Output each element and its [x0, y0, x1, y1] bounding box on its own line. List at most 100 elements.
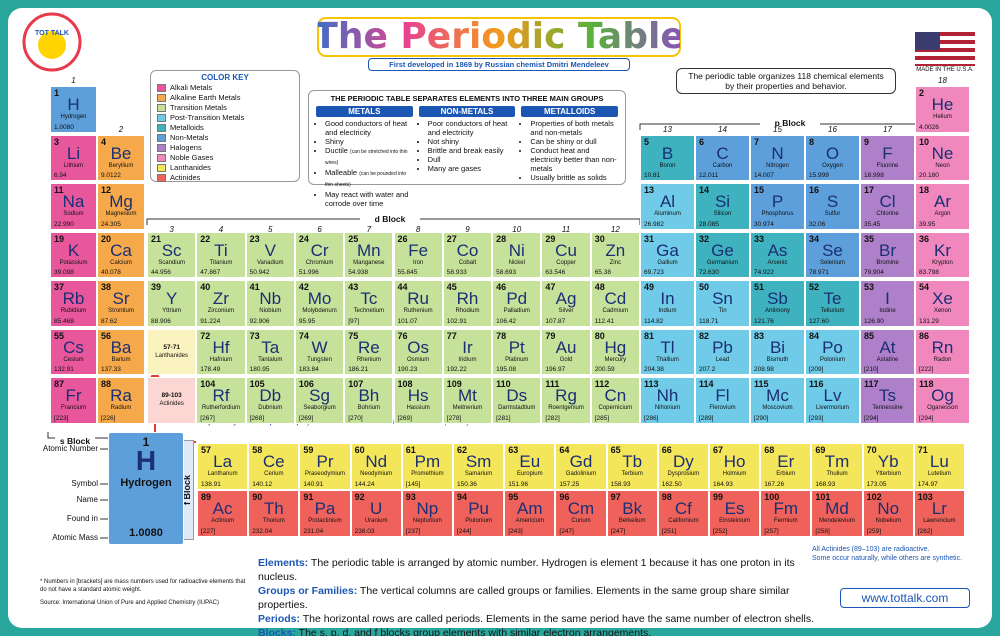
- atomic-number: 34: [809, 233, 820, 244]
- element-symbol: Br: [879, 240, 896, 260]
- atomic-number: 15: [754, 185, 765, 195]
- element-cell: 97 Bk Berkelium [247]: [606, 490, 658, 537]
- atomic-mass: 35.45: [864, 220, 881, 228]
- element-name: Mercury: [604, 356, 627, 363]
- atomic-mass: 87.62: [101, 317, 118, 325]
- element-name: Indium: [658, 308, 677, 314]
- element-name: Fermium: [773, 518, 798, 524]
- element-cell: 39 Y Yttrium 88.906: [147, 280, 197, 327]
- atomic-number: 35: [864, 233, 875, 244]
- atomic-mass: 18.998: [864, 172, 884, 179]
- atomic-mass: 150.36: [457, 480, 477, 488]
- atomic-mass: [257]: [764, 527, 779, 535]
- element-cell: 72 Hf Hafnium 178.49: [196, 328, 246, 375]
- group-item: May react with water and corrode over ti…: [325, 190, 413, 208]
- element-cell: 2 He Helium 4.0026: [915, 86, 970, 133]
- element-symbol: Cm: [567, 499, 595, 518]
- atomic-number: 21: [151, 233, 162, 244]
- atomic-mass: [285]: [594, 414, 610, 422]
- key-swatch: [157, 163, 166, 172]
- atomic-mass: [262]: [917, 527, 933, 535]
- website[interactable]: www.tottalk.com: [840, 588, 970, 608]
- flag-stripe: [915, 36, 975, 40]
- actinide-note-line: Some occur naturally, while others are s…: [812, 555, 963, 562]
- element-name: Neon: [935, 162, 950, 169]
- element-symbol: Be: [110, 143, 132, 163]
- color-key: COLOR KEY Alkali Metals Alkaline Earth Me…: [150, 70, 300, 182]
- element-symbol: Nd: [365, 452, 388, 471]
- atomic-mass: [286]: [644, 414, 659, 422]
- element-cell: 18 Ar Argon 39.95: [915, 183, 970, 230]
- atomic-mass: [237]: [405, 527, 421, 535]
- element-symbol: Y: [165, 289, 178, 308]
- element-symbol: Fl: [715, 386, 730, 405]
- element-name: Zinc: [609, 259, 621, 266]
- element-cell: 59 Pr Praseodymium 140.91: [299, 443, 351, 490]
- atomic-mass: 200.59: [594, 366, 615, 373]
- atomic-mass: 78.971: [809, 269, 829, 276]
- atomic-mass: 138.91: [201, 480, 221, 488]
- element-name: Iridium: [458, 356, 477, 363]
- element-name: Hafnium: [209, 356, 233, 363]
- element-cell: 80 Hg Mercury 200.59: [590, 328, 640, 375]
- atomic-number: 88: [101, 379, 112, 389]
- group-number: 16: [828, 125, 837, 134]
- element-name: Terbium: [621, 471, 643, 477]
- element-name: Tin: [718, 308, 727, 314]
- definition-text: The horizontal rows are called periods. …: [302, 613, 815, 625]
- atomic-number: 53: [864, 282, 875, 292]
- element-cell: 49 In Indium 114.82: [640, 280, 695, 327]
- group-item: Ductile (can be stretched into thin wire…: [325, 146, 413, 168]
- element-symbol: Ac: [212, 499, 233, 518]
- element-cell: 10 Ne Neon 20.180: [915, 134, 970, 181]
- atomic-number: 16: [809, 185, 820, 195]
- atomic-number: 116: [809, 379, 824, 389]
- logo-face: [38, 31, 66, 59]
- atomic-number: 54: [919, 282, 930, 292]
- atomic-number: 73: [249, 330, 260, 341]
- color-key-title: COLOR KEY: [201, 73, 249, 82]
- element-cell: 90 Th Thorium 232.04: [248, 490, 300, 537]
- atomic-mass: 231.04: [303, 527, 324, 535]
- atomic-mass: 195.08: [496, 366, 516, 373]
- element-cell: 114 Fl Flerovium [289]: [695, 377, 750, 424]
- element-name: Niobium: [259, 308, 282, 314]
- element-cell: 61 Pm Promethium [145]: [401, 443, 453, 490]
- group-number: 5: [268, 225, 273, 234]
- atomic-mass: [251]: [661, 527, 677, 535]
- element-symbol: Ra: [110, 386, 132, 405]
- element-name: Cadmium: [602, 308, 629, 314]
- atomic-mass: [267]: [200, 414, 215, 422]
- atomic-number: 74: [298, 330, 309, 341]
- atomic-number: 79: [545, 330, 556, 341]
- element-cell: 17 Cl Chlorine 35.45: [860, 183, 915, 230]
- definition-term: Blocks:: [258, 627, 296, 636]
- element-cell: 112 Cn Copernicium [285]: [590, 377, 640, 424]
- element-name: Nitrogen: [766, 162, 789, 169]
- element-cell: 55 Cs Cesium 132.91: [50, 328, 97, 375]
- flag-stripe: [915, 44, 975, 48]
- element-cell: 15 P Phosphorus 30.974: [750, 183, 805, 230]
- atomic-mass: 192.22: [446, 366, 467, 373]
- element-symbol: Pa: [314, 499, 336, 518]
- definitions: Elements: The periodic table is arranged…: [258, 556, 818, 636]
- atomic-mass: 65.38: [594, 269, 611, 276]
- placeholder-cell: 89-103 Actinides: [147, 377, 197, 424]
- atomic-mass: 9.0122: [101, 172, 121, 179]
- element-cell: 24 Cr Chromium 51.996: [294, 231, 345, 278]
- subtitle: First developed in 1869 by Russian chemi…: [368, 58, 630, 71]
- element-symbol: Fm: [773, 499, 799, 518]
- element-name: Thorium: [262, 518, 285, 524]
- element-name: Cerium: [264, 471, 284, 477]
- atomic-number: 66: [661, 445, 672, 455]
- element-symbol: F: [882, 143, 893, 163]
- atomic-number: 18: [919, 185, 930, 195]
- s-block-label: s Block: [55, 436, 95, 446]
- atomic-mass: 58.693: [496, 269, 516, 276]
- atomic-mass: [247]: [610, 527, 626, 535]
- atomic-mass: 10.81: [644, 172, 661, 179]
- element-name: Manganese: [353, 259, 385, 266]
- atomic-mass: 91.224: [200, 317, 221, 325]
- element-symbol: Ar: [934, 192, 951, 211]
